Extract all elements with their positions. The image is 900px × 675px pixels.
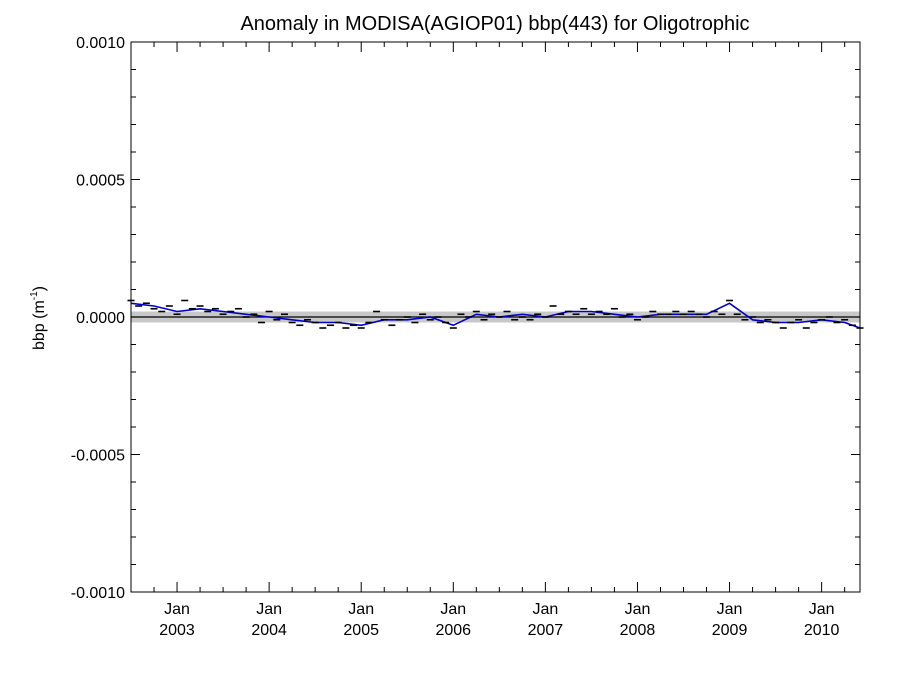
- chart-title: Anomaly in MODISA(AGIOP01) bbp(443) for …: [240, 13, 749, 35]
- x-tick-month-label: Jan: [717, 601, 743, 618]
- x-tick-year-label: 2007: [528, 622, 564, 639]
- x-tick-year-label: 2010: [804, 622, 840, 639]
- x-tick-month-label: Jan: [809, 601, 835, 618]
- x-tick-year-label: 2006: [435, 622, 471, 639]
- y-axis-label-close: ): [31, 286, 48, 291]
- y-tick-label: 0.0005: [76, 173, 125, 190]
- x-tick-year-label: 2004: [251, 622, 287, 639]
- x-tick-month-label: Jan: [256, 601, 282, 618]
- x-tick-month-label: Jan: [532, 601, 558, 618]
- x-tick-year-label: 2008: [620, 622, 656, 639]
- x-tick-year-label: 2003: [159, 622, 195, 639]
- y-axis-label-main: bbp (m: [31, 300, 48, 350]
- x-tick-month-label: Jan: [348, 601, 374, 618]
- y-axis-label: bbp (m-1): [29, 286, 48, 350]
- x-tick-month-label: Jan: [625, 601, 651, 618]
- y-tick-label: 0.0000: [76, 310, 125, 327]
- x-axis-ticks: Jan 2003 Jan 2004 Jan 2005 Jan 2006 Jan 2007 Jan 20…: [130, 42, 846, 639]
- y-axis-label-sup: -1: [29, 291, 40, 300]
- x-tick-year-label: 2005: [343, 622, 379, 639]
- x-tick-year-label: 2009: [712, 622, 748, 639]
- y-tick-label: -0.0010: [71, 585, 125, 602]
- anomaly-marker-layer: [127, 299, 864, 329]
- x-tick-month-label: Jan: [440, 601, 466, 618]
- x-tick-month-label: Jan: [164, 601, 190, 618]
- y-tick-label: -0.0005: [71, 448, 125, 465]
- y-tick-label: 0.0010: [76, 35, 125, 52]
- y-axis-ticks: 0.0010 0.0005 0.0000 -0.0005 -0.0010: [71, 35, 860, 602]
